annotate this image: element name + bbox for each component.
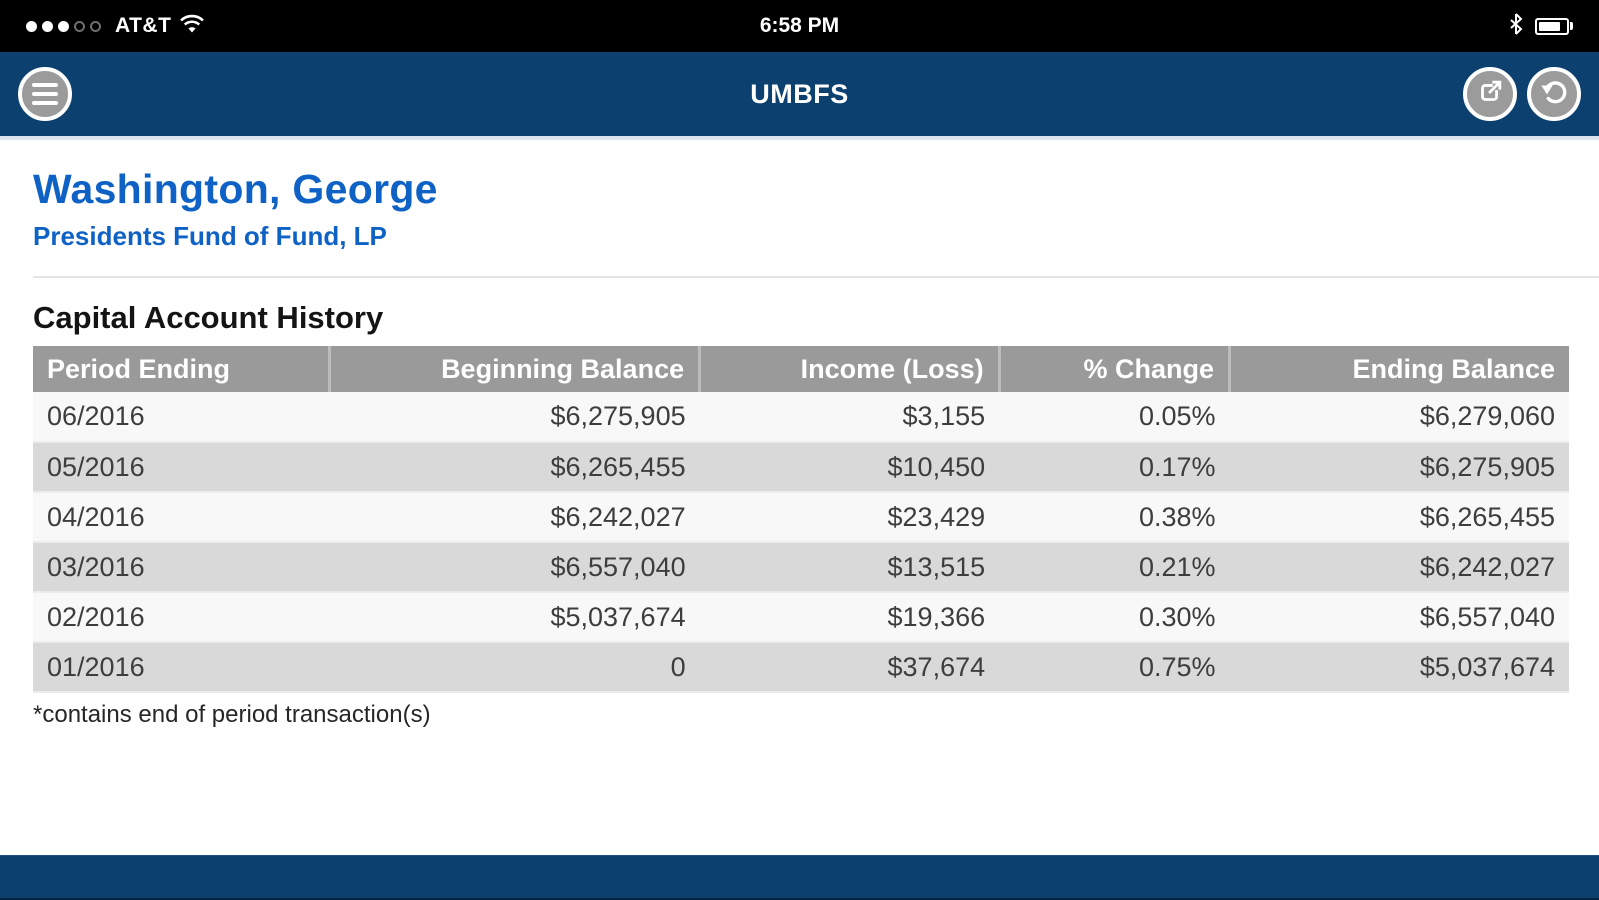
table-cell: $5,037,674	[550, 601, 686, 632]
capital-account-table: Period Ending Beginning Balance Income (Lo…	[33, 346, 1569, 693]
table-row: 06/2016 $6,275,905 $3,155 0.05% $6,279,060	[33, 392, 1569, 442]
divider	[33, 276, 1599, 278]
table-cell: $13,515	[887, 551, 986, 582]
table-cell: $6,557,040	[1419, 601, 1555, 632]
signal-dot	[74, 20, 85, 32]
table-cell: 0.21%	[1138, 551, 1216, 582]
table-cell: $6,265,455	[550, 451, 686, 482]
table-cell: $6,265,455	[1419, 501, 1555, 532]
status-bar: AT&T 6:58 PM	[0, 0, 1599, 52]
table-cell: $37,674	[887, 651, 986, 682]
bluetooth-icon	[1509, 12, 1523, 40]
main-content: Washington, George Presidents Fund of Fu…	[0, 140, 1599, 729]
table-cell: $23,429	[887, 501, 986, 532]
table-cell: 04/2016	[47, 501, 145, 532]
menu-button[interactable]	[18, 67, 72, 121]
table-cell: $6,242,027	[1419, 551, 1555, 582]
status-right-cluster	[1509, 12, 1573, 40]
signal-dot	[26, 20, 37, 32]
table-cell: $6,275,905	[550, 401, 686, 431]
table-cell: 03/2016	[47, 551, 145, 582]
table-cell: $6,275,905	[1419, 451, 1555, 482]
table-cell: $5,037,674	[1419, 651, 1555, 682]
navigation-bar: UMBFS	[0, 52, 1599, 140]
cell-signal-icon	[26, 20, 101, 32]
table-cell: 0.38%	[1138, 501, 1216, 532]
table-cell: 0.30%	[1138, 601, 1216, 632]
app-title: UMBFS	[750, 78, 849, 109]
table-footnote: *contains end of period transaction(s)	[33, 701, 431, 728]
table-cell: 01/2016	[47, 651, 145, 682]
table-cell: $6,242,027	[550, 501, 686, 532]
signal-dot	[42, 20, 53, 32]
table-cell: $10,450	[887, 451, 986, 482]
table-cell: 06/2016	[47, 401, 145, 431]
share-icon	[1475, 77, 1505, 112]
bottom-bar	[0, 855, 1599, 900]
section-title: Capital Account History	[33, 300, 384, 335]
back-button[interactable]	[1527, 67, 1581, 121]
carrier-label: AT&T	[115, 14, 172, 37]
table-cell: 02/2016	[47, 601, 145, 632]
column-header-income-loss: Income (Loss)	[698, 346, 1000, 392]
fund-name: Presidents Fund of Fund, LP	[33, 221, 387, 251]
table-cell: $6,557,040	[550, 551, 686, 582]
table-row: 03/2016 $6,557,040 $13,515 0.21% $6,242,027	[33, 542, 1569, 592]
undo-arrow-icon	[1539, 77, 1569, 112]
wifi-icon	[179, 14, 205, 39]
table-row: 04/2016 $6,242,027 $23,429 0.38% $6,265,455	[33, 492, 1569, 542]
clock-label: 6:58 PM	[759, 14, 840, 37]
column-header-period-ending: Period Ending	[33, 346, 330, 392]
column-header-change: % Change	[997, 346, 1230, 392]
column-header-ending-balance: Ending Balance	[1228, 346, 1569, 392]
table-row: 05/2016 $6,265,455 $10,450 0.17% $6,275,905	[33, 442, 1569, 492]
status-left-cluster: AT&T	[26, 14, 205, 39]
account-holder-name: Washington, George	[33, 166, 438, 212]
table-row: 01/2016 0 $37,674 0.75% $5,037,674	[33, 642, 1569, 692]
table-header-row: Period Ending Beginning Balance Income (Lo…	[33, 346, 1569, 392]
table-cell: 0.17%	[1138, 451, 1216, 482]
table-cell: $19,366	[887, 601, 986, 632]
table-cell: $6,279,060	[1419, 401, 1555, 431]
table-cell: $3,155	[902, 401, 986, 431]
table-cell: 05/2016	[47, 451, 145, 482]
table-cell: 0	[670, 651, 686, 682]
column-header-beginning-balance: Beginning Balance	[327, 346, 700, 392]
signal-dot	[58, 20, 69, 32]
signal-dot	[90, 20, 101, 32]
table-cell: 0.75%	[1138, 651, 1216, 682]
battery-icon	[1535, 17, 1573, 35]
share-button[interactable]	[1463, 67, 1517, 121]
table-cell: 0.05%	[1138, 401, 1216, 431]
hamburger-icon	[32, 83, 58, 105]
table-row: 02/2016 $5,037,674 $19,366 0.30% $6,557,040	[33, 592, 1569, 642]
